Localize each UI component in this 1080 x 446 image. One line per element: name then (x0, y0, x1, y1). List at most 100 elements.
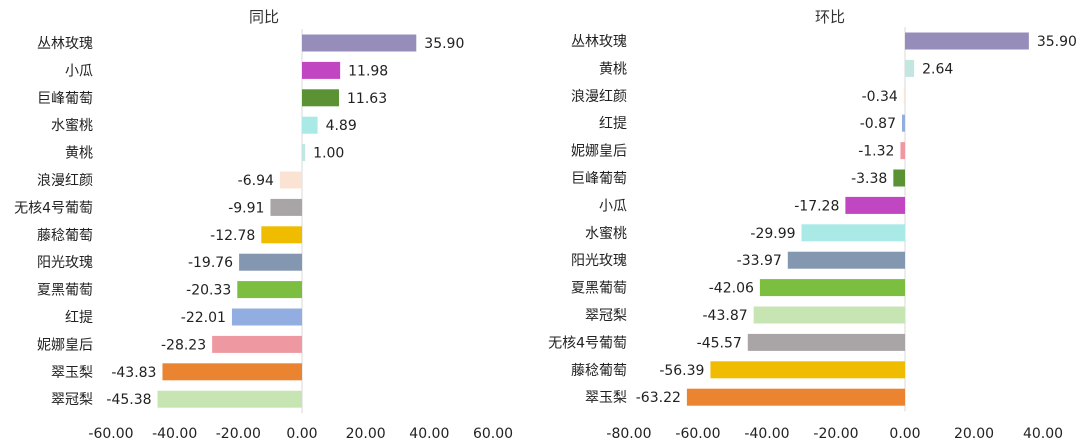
category-label: 巨峰葡萄 (37, 91, 93, 107)
bar (302, 144, 306, 162)
category-label: 丛林玫瑰 (37, 36, 93, 52)
category-label: 红提 (65, 310, 93, 326)
x-tick-label: -80.00 (606, 426, 651, 442)
bar (893, 169, 905, 187)
data-label: -43.83 (111, 365, 156, 381)
data-label: 4.89 (326, 118, 357, 134)
data-label: -42.06 (709, 281, 754, 297)
data-label: -9.91 (228, 200, 264, 216)
category-label: 水蜜桃 (51, 118, 93, 134)
bar (845, 196, 905, 214)
data-label: -63.22 (636, 390, 681, 406)
data-label: 1.00 (313, 146, 344, 162)
mom-chart-title: 环比 (815, 8, 845, 26)
category-label: 阳光玫瑰 (37, 255, 93, 271)
bar (901, 114, 905, 132)
x-tick-label: 0.00 (286, 426, 317, 442)
category-label: 巨峰葡萄 (571, 171, 627, 187)
bar (302, 89, 340, 107)
category-label: 无核4号葡萄 (548, 335, 627, 351)
bar (279, 171, 302, 189)
data-label: -17.28 (794, 198, 839, 214)
data-label: 35.90 (424, 36, 464, 52)
data-label: -1.32 (858, 144, 894, 160)
x-tick-label: -60.00 (675, 426, 720, 442)
bar (231, 308, 302, 326)
data-label: -3.38 (851, 171, 887, 187)
data-label: -20.33 (186, 283, 231, 299)
category-label: 黄桃 (599, 60, 627, 77)
bar (787, 251, 905, 269)
data-label: -28.23 (161, 337, 206, 353)
bar (710, 361, 905, 379)
bar (162, 363, 302, 381)
category-label: 阳光玫瑰 (571, 253, 627, 269)
data-label: 11.98 (348, 63, 388, 79)
x-tick-label: 60.00 (473, 426, 513, 442)
data-label: -22.01 (181, 310, 226, 326)
data-label: -43.87 (703, 308, 748, 324)
data-label: 11.63 (347, 91, 387, 107)
x-tick-label: -20.00 (813, 426, 858, 442)
data-label: -0.34 (862, 89, 898, 105)
category-label: 黄桃 (65, 145, 93, 162)
x-tick-label: 0.00 (889, 426, 920, 442)
category-label: 浪漫红颜 (571, 89, 627, 105)
bar (686, 388, 905, 406)
category-label: 夏黑葡萄 (571, 281, 627, 297)
category-label: 红提 (599, 116, 627, 132)
data-label: -0.87 (860, 116, 896, 132)
bar (302, 61, 341, 79)
category-label: 翠冠梨 (51, 392, 93, 408)
category-label: 水蜜桃 (585, 226, 627, 242)
category-label: 翠玉梨 (585, 390, 627, 406)
bar (237, 281, 302, 299)
data-label: -12.78 (210, 228, 255, 244)
bar (212, 335, 302, 353)
bar (905, 59, 915, 77)
yoy-chart-title: 同比 (249, 8, 279, 26)
category-label: 小瓜 (599, 198, 627, 214)
bar (261, 226, 302, 244)
bar (903, 87, 905, 105)
x-tick-label: -40.00 (152, 426, 197, 442)
data-label: -56.39 (659, 363, 704, 379)
category-label: 翠冠梨 (585, 308, 627, 324)
bar (905, 32, 1029, 50)
data-label: 35.90 (1037, 34, 1077, 50)
category-label: 小瓜 (65, 63, 93, 79)
x-tick-label: -40.00 (744, 426, 789, 442)
bar (270, 198, 302, 216)
category-label: 无核4号葡萄 (14, 200, 93, 216)
category-label: 藤稔葡萄 (571, 363, 627, 379)
data-label: -29.99 (750, 226, 795, 242)
bar (801, 224, 905, 242)
category-label: 妮娜皇后 (571, 144, 627, 160)
data-label: -33.97 (737, 253, 782, 269)
bar (157, 390, 302, 408)
x-tick-label: -60.00 (88, 426, 133, 442)
mom-chart: 环比 丛林玫瑰 35.90 黄桃 2.64 浪漫红颜 -0.34 红提 -0.87 妮娜皇后 -1… (548, 8, 1077, 442)
x-tick-label: 20.00 (346, 426, 386, 442)
category-label: 夏黑葡萄 (37, 283, 93, 299)
category-label: 藤稔葡萄 (37, 228, 93, 244)
bar (302, 34, 417, 52)
category-label: 翠玉梨 (51, 365, 93, 381)
x-tick-label: 40.00 (1023, 426, 1063, 442)
data-label: -45.57 (697, 335, 742, 351)
category-label: 妮娜皇后 (37, 337, 93, 353)
data-label: 2.64 (922, 61, 953, 77)
x-tick-label: 20.00 (954, 426, 994, 442)
yoy-chart: 同比 丛林玫瑰 35.90 小瓜 11.98 巨峰葡萄 11.63 水蜜桃 4.89 黄桃 1.0… (14, 8, 513, 442)
bar (747, 333, 905, 351)
data-label: -19.76 (188, 255, 233, 271)
bar (753, 306, 905, 324)
x-tick-label: 40.00 (409, 426, 449, 442)
bar (759, 279, 905, 297)
x-tick-label: -20.00 (216, 426, 261, 442)
bar (900, 142, 905, 160)
data-label: -45.38 (106, 392, 151, 408)
bar (239, 253, 302, 271)
category-label: 浪漫红颜 (37, 173, 93, 189)
